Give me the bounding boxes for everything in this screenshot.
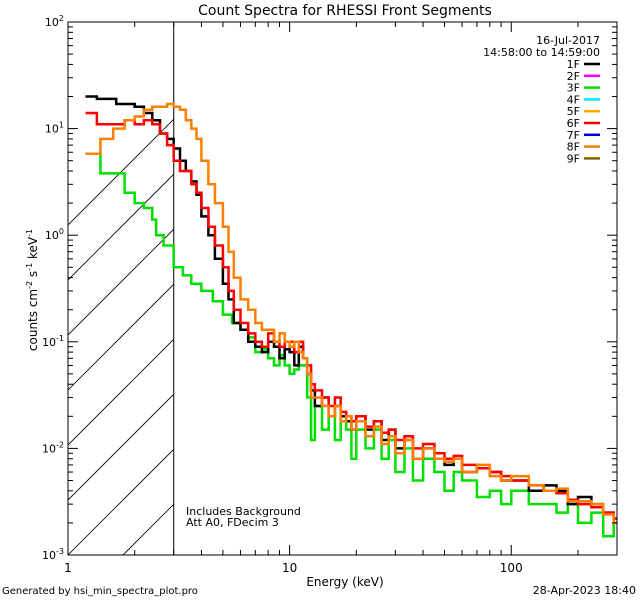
y-axis-label-mid: s bbox=[26, 271, 40, 281]
plot-frame bbox=[67, 21, 618, 556]
date-label: 16-Jul-2017 bbox=[536, 34, 600, 47]
hatch-line bbox=[68, 393, 174, 501]
background-hatch-region bbox=[68, 22, 640, 555]
y-tick-exponent: 1 bbox=[59, 121, 64, 130]
hatch-line bbox=[68, 118, 174, 226]
y-axis-label-exp2: -1 bbox=[25, 263, 34, 271]
hatch-line bbox=[68, 448, 174, 555]
legend-label-7f: 7F bbox=[567, 129, 580, 142]
hatch-line bbox=[288, 22, 640, 555]
x-axis-label: Energy (keV) bbox=[306, 575, 383, 589]
timestamp-label: 28-Apr-2023 18:40 bbox=[533, 584, 636, 597]
y-tick-exponent: -2 bbox=[56, 440, 64, 449]
legend-label-5f: 5F bbox=[567, 105, 580, 118]
y-tick-base: 10 bbox=[42, 336, 56, 349]
time-range-label: 14:58:00 to 14:59:00 bbox=[483, 46, 600, 59]
legend-label-1f: 1F bbox=[567, 58, 580, 71]
y-axis-label-exp3: -1 bbox=[25, 229, 34, 237]
hatch-line bbox=[68, 173, 174, 281]
legend-label-3f: 3F bbox=[567, 82, 580, 95]
x-axis: 1 10 100 bbox=[64, 22, 618, 575]
y-axis-label-main: counts cm bbox=[26, 289, 40, 351]
hatch-line bbox=[68, 228, 174, 336]
series-line-8f bbox=[85, 102, 617, 525]
legend-label-8f: 8F bbox=[567, 141, 580, 154]
x-tick-label: 1 bbox=[64, 561, 72, 575]
generated-by-label: Generated by hsi_min_spectra_plot.pro bbox=[2, 586, 198, 597]
hatch-line bbox=[68, 338, 174, 446]
y-tick-exponent: -3 bbox=[56, 547, 64, 556]
y-tick-exponent: 0 bbox=[59, 227, 64, 236]
series-line-3f bbox=[85, 152, 617, 538]
y-tick-base: 10 bbox=[42, 442, 56, 455]
y-tick-label: 100 bbox=[45, 227, 64, 242]
legend-label-4f: 4F bbox=[567, 93, 580, 106]
y-tick-label: 101 bbox=[45, 121, 64, 136]
y-tick-label: 10-1 bbox=[42, 334, 64, 349]
y-tick-label: 10-3 bbox=[42, 547, 64, 562]
series-group bbox=[85, 95, 617, 538]
y-axis-label-exp1: -2 bbox=[25, 281, 34, 289]
y-tick-exponent: 2 bbox=[59, 14, 64, 23]
y-axis-label-end: keV bbox=[26, 236, 40, 263]
y-tick-base: 10 bbox=[45, 16, 59, 29]
legend-label-6f: 6F bbox=[567, 117, 580, 130]
x-tick-label: 100 bbox=[500, 561, 523, 575]
y-axis-label: counts cm-2 s-1 keV-1 bbox=[25, 229, 40, 351]
y-tick-base: 10 bbox=[45, 229, 59, 242]
y-tick-label: 10-2 bbox=[42, 440, 64, 455]
chart-title: Count Spectra for RHESSI Front Segments bbox=[198, 3, 492, 19]
x-tick-label: 10 bbox=[282, 561, 297, 575]
hatch-line bbox=[68, 283, 174, 391]
y-tick-base: 10 bbox=[42, 549, 56, 562]
y-tick-label: 102 bbox=[45, 14, 64, 29]
legend-label-2f: 2F bbox=[567, 70, 580, 83]
annotation-attenuator: Att A0, FDecim 3 bbox=[186, 516, 279, 529]
y-tick-base: 10 bbox=[45, 123, 59, 136]
annotation-background: Includes Background bbox=[186, 505, 301, 518]
y-tick-exponent: -1 bbox=[56, 334, 64, 343]
legend-label-9f: 9F bbox=[567, 152, 580, 165]
